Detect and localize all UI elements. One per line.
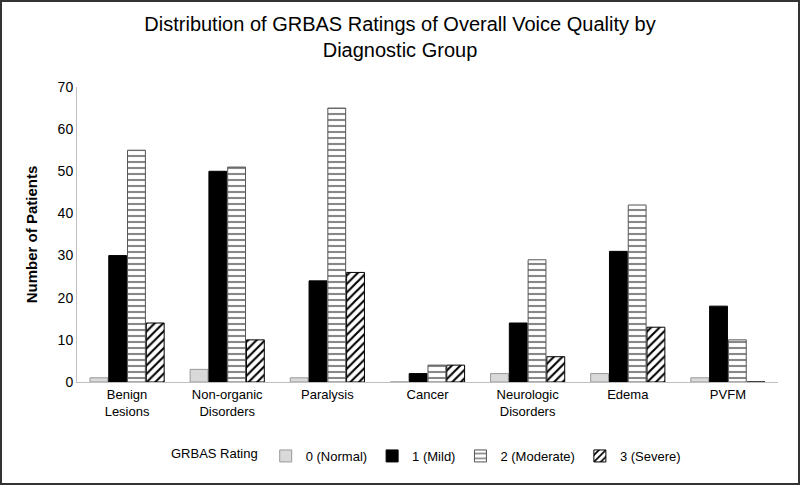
svg-text:70: 70 [58,79,74,95]
svg-text:1 (Mild): 1 (Mild) [412,449,455,464]
svg-text:60: 60 [58,121,74,137]
svg-text:Paralysis: Paralysis [301,387,354,402]
svg-text:Edema: Edema [607,387,649,402]
svg-text:Number of Patients: Number of Patients [23,166,40,304]
svg-text:BenignLesions: BenignLesions [105,387,150,419]
svg-text:Non-organicDisorders: Non-organicDisorders [192,387,263,419]
svg-text:30: 30 [58,247,74,263]
svg-text:0 (Normal): 0 (Normal) [306,449,367,464]
svg-text:Distribution of GRBAS Ratings: Distribution of GRBAS Ratings of Overall… [144,13,655,61]
svg-text:3 (Severe): 3 (Severe) [620,449,681,464]
svg-text:PVFM: PVFM [710,387,746,402]
svg-text:50: 50 [58,163,74,179]
svg-text:Cancer: Cancer [407,387,450,402]
svg-text:2 (Moderate): 2 (Moderate) [500,449,574,464]
svg-text:GRBAS Rating: GRBAS Rating [171,446,258,461]
svg-text:0: 0 [65,374,73,390]
svg-text:40: 40 [58,205,74,221]
svg-text:20: 20 [58,290,74,306]
svg-text:NeurologicDisorders: NeurologicDisorders [497,387,560,419]
svg-text:10: 10 [58,332,74,348]
